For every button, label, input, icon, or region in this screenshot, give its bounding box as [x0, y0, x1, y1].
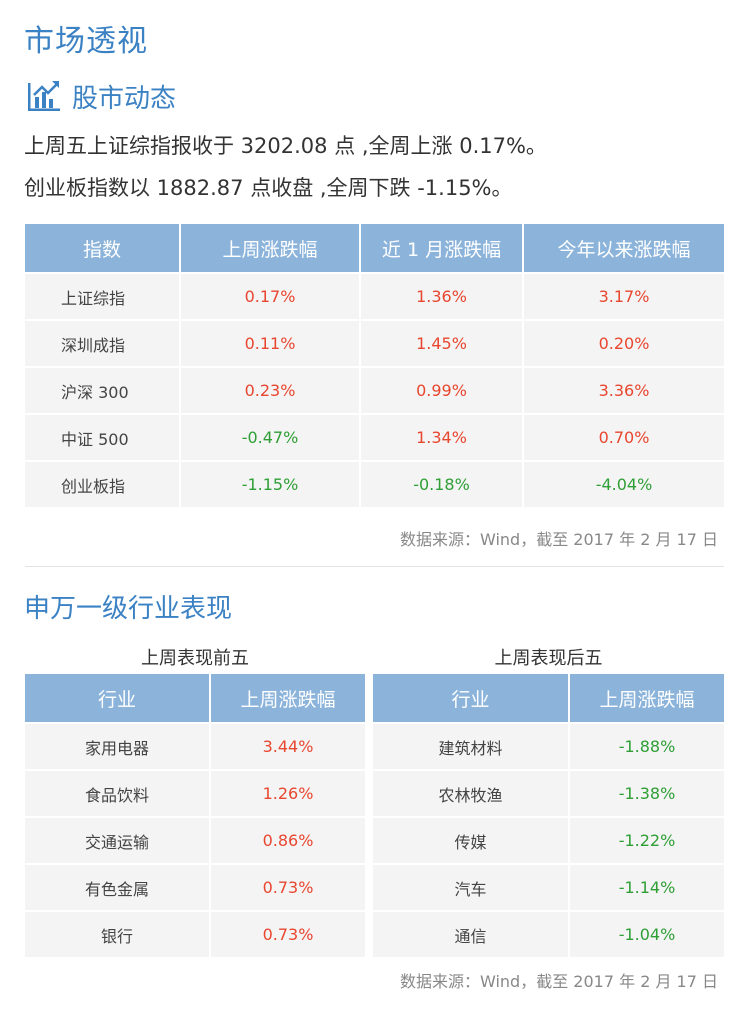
- index-name: 沪深 300: [25, 366, 181, 413]
- table-row: 农林牧渔 -1.38%: [373, 769, 724, 816]
- industry-name: 农林牧渔: [373, 769, 570, 816]
- ytd-change: 0.70%: [524, 413, 724, 460]
- section-divider: [25, 566, 724, 567]
- bar-chart-trend-icon: [28, 81, 60, 111]
- index-performance-table: 指数 上周涨跌幅 近 1 月涨跌幅 今年以来涨跌幅 上证综指 0.17% 1.3…: [25, 224, 724, 507]
- industry-name: 家用电器: [25, 722, 211, 769]
- week-change: 0.73%: [211, 863, 365, 910]
- industry-name: 交通运输: [25, 816, 211, 863]
- ytd-change: 0.20%: [524, 319, 724, 366]
- table-row: 汽车 -1.14%: [373, 863, 724, 910]
- industry-name: 汽车: [373, 863, 570, 910]
- table-row: 家用电器 3.44%: [25, 722, 365, 769]
- month-change: 0.99%: [361, 366, 524, 413]
- table-row: 中证 500 -0.47% 1.34% 0.70%: [25, 413, 724, 460]
- industry-name: 银行: [25, 910, 211, 957]
- bottom5-industry-table: 行业 上周涨跌幅 建筑材料 -1.88% 农林牧渔 -1.38% 传媒 -1.2…: [373, 674, 724, 957]
- month-change: -0.18%: [361, 460, 524, 507]
- week-change: -0.47%: [181, 413, 361, 460]
- column-header-index: 指数: [25, 224, 181, 272]
- table-header-row: 指数 上周涨跌幅 近 1 月涨跌幅 今年以来涨跌幅: [25, 224, 724, 272]
- data-source-note: 数据来源：Wind，截至 2017 年 2 月 17 日: [400, 972, 718, 991]
- industry-name: 通信: [373, 910, 570, 957]
- index-name: 深圳成指: [25, 319, 181, 366]
- week-change: -1.15%: [181, 460, 361, 507]
- ytd-change: 3.17%: [524, 272, 724, 319]
- table-row: 银行 0.73%: [25, 910, 365, 957]
- week-change: 0.17%: [181, 272, 361, 319]
- table-row: 传媒 -1.22%: [373, 816, 724, 863]
- week-change: -1.88%: [570, 722, 724, 769]
- week-change: 0.73%: [211, 910, 365, 957]
- table-row: 食品饮料 1.26%: [25, 769, 365, 816]
- table-row: 交通运输 0.86%: [25, 816, 365, 863]
- column-header-industry: 行业: [373, 674, 570, 722]
- table-row: 深圳成指 0.11% 1.45% 0.20%: [25, 319, 724, 366]
- ytd-change: 3.36%: [524, 366, 724, 413]
- index-name: 上证综指: [25, 272, 181, 319]
- industry-name: 食品饮料: [25, 769, 211, 816]
- section-header-stock-market: 股市动态: [26, 76, 176, 116]
- table-header-row: 行业 上周涨跌幅: [373, 674, 724, 722]
- table-row: 创业板指 -1.15% -0.18% -4.04%: [25, 460, 724, 507]
- bottom5-title: 上周表现后五: [494, 648, 603, 669]
- column-header-week-change: 上周涨跌幅: [570, 674, 724, 722]
- column-header-industry: 行业: [25, 674, 211, 722]
- column-header-ytd-change: 今年以来涨跌幅: [524, 224, 724, 272]
- column-header-week-change: 上周涨跌幅: [181, 224, 361, 272]
- top5-title: 上周表现前五: [141, 648, 249, 669]
- month-change: 1.34%: [361, 413, 524, 460]
- table-row: 沪深 300 0.23% 0.99% 3.36%: [25, 366, 724, 413]
- month-change: 1.45%: [361, 319, 524, 366]
- summary-shanghai: 上周五上证综指报收于 3202.08 点 ,全周上涨 0.17%。: [24, 134, 547, 158]
- section-title-stock-market: 股市动态: [72, 83, 177, 114]
- week-change: 0.86%: [211, 816, 365, 863]
- month-change: 1.36%: [361, 272, 524, 319]
- page-title: 市场透视: [24, 24, 148, 59]
- week-change: -1.04%: [570, 910, 724, 957]
- table-row: 上证综指 0.17% 1.36% 3.17%: [25, 272, 724, 319]
- week-change: -1.22%: [570, 816, 724, 863]
- column-header-month-change: 近 1 月涨跌幅: [361, 224, 524, 272]
- top5-industry-table: 行业 上周涨跌幅 家用电器 3.44% 食品饮料 1.26% 交通运输 0.86…: [25, 674, 365, 957]
- week-change: -1.38%: [570, 769, 724, 816]
- table-header-row: 行业 上周涨跌幅: [25, 674, 365, 722]
- index-name: 中证 500: [25, 413, 181, 460]
- table-row: 有色金属 0.73%: [25, 863, 365, 910]
- week-change: -1.14%: [570, 863, 724, 910]
- week-change: 0.23%: [181, 366, 361, 413]
- industry-name: 有色金属: [25, 863, 211, 910]
- summary-chinext: 创业板指数以 1882.87 点收盘 ,全周下跌 -1.15%。: [24, 176, 513, 200]
- data-source-note: 数据来源：Wind，截至 2017 年 2 月 17 日: [400, 530, 718, 549]
- section-title-industry: 申万一级行业表现: [24, 594, 233, 624]
- column-header-week-change: 上周涨跌幅: [211, 674, 365, 722]
- week-change: 0.11%: [181, 319, 361, 366]
- industry-name: 建筑材料: [373, 722, 570, 769]
- table-row: 建筑材料 -1.88%: [373, 722, 724, 769]
- week-change: 1.26%: [211, 769, 365, 816]
- week-change: 3.44%: [211, 722, 365, 769]
- industry-name: 传媒: [373, 816, 570, 863]
- index-name: 创业板指: [25, 460, 181, 507]
- ytd-change: -4.04%: [524, 460, 724, 507]
- table-row: 通信 -1.04%: [373, 910, 724, 957]
